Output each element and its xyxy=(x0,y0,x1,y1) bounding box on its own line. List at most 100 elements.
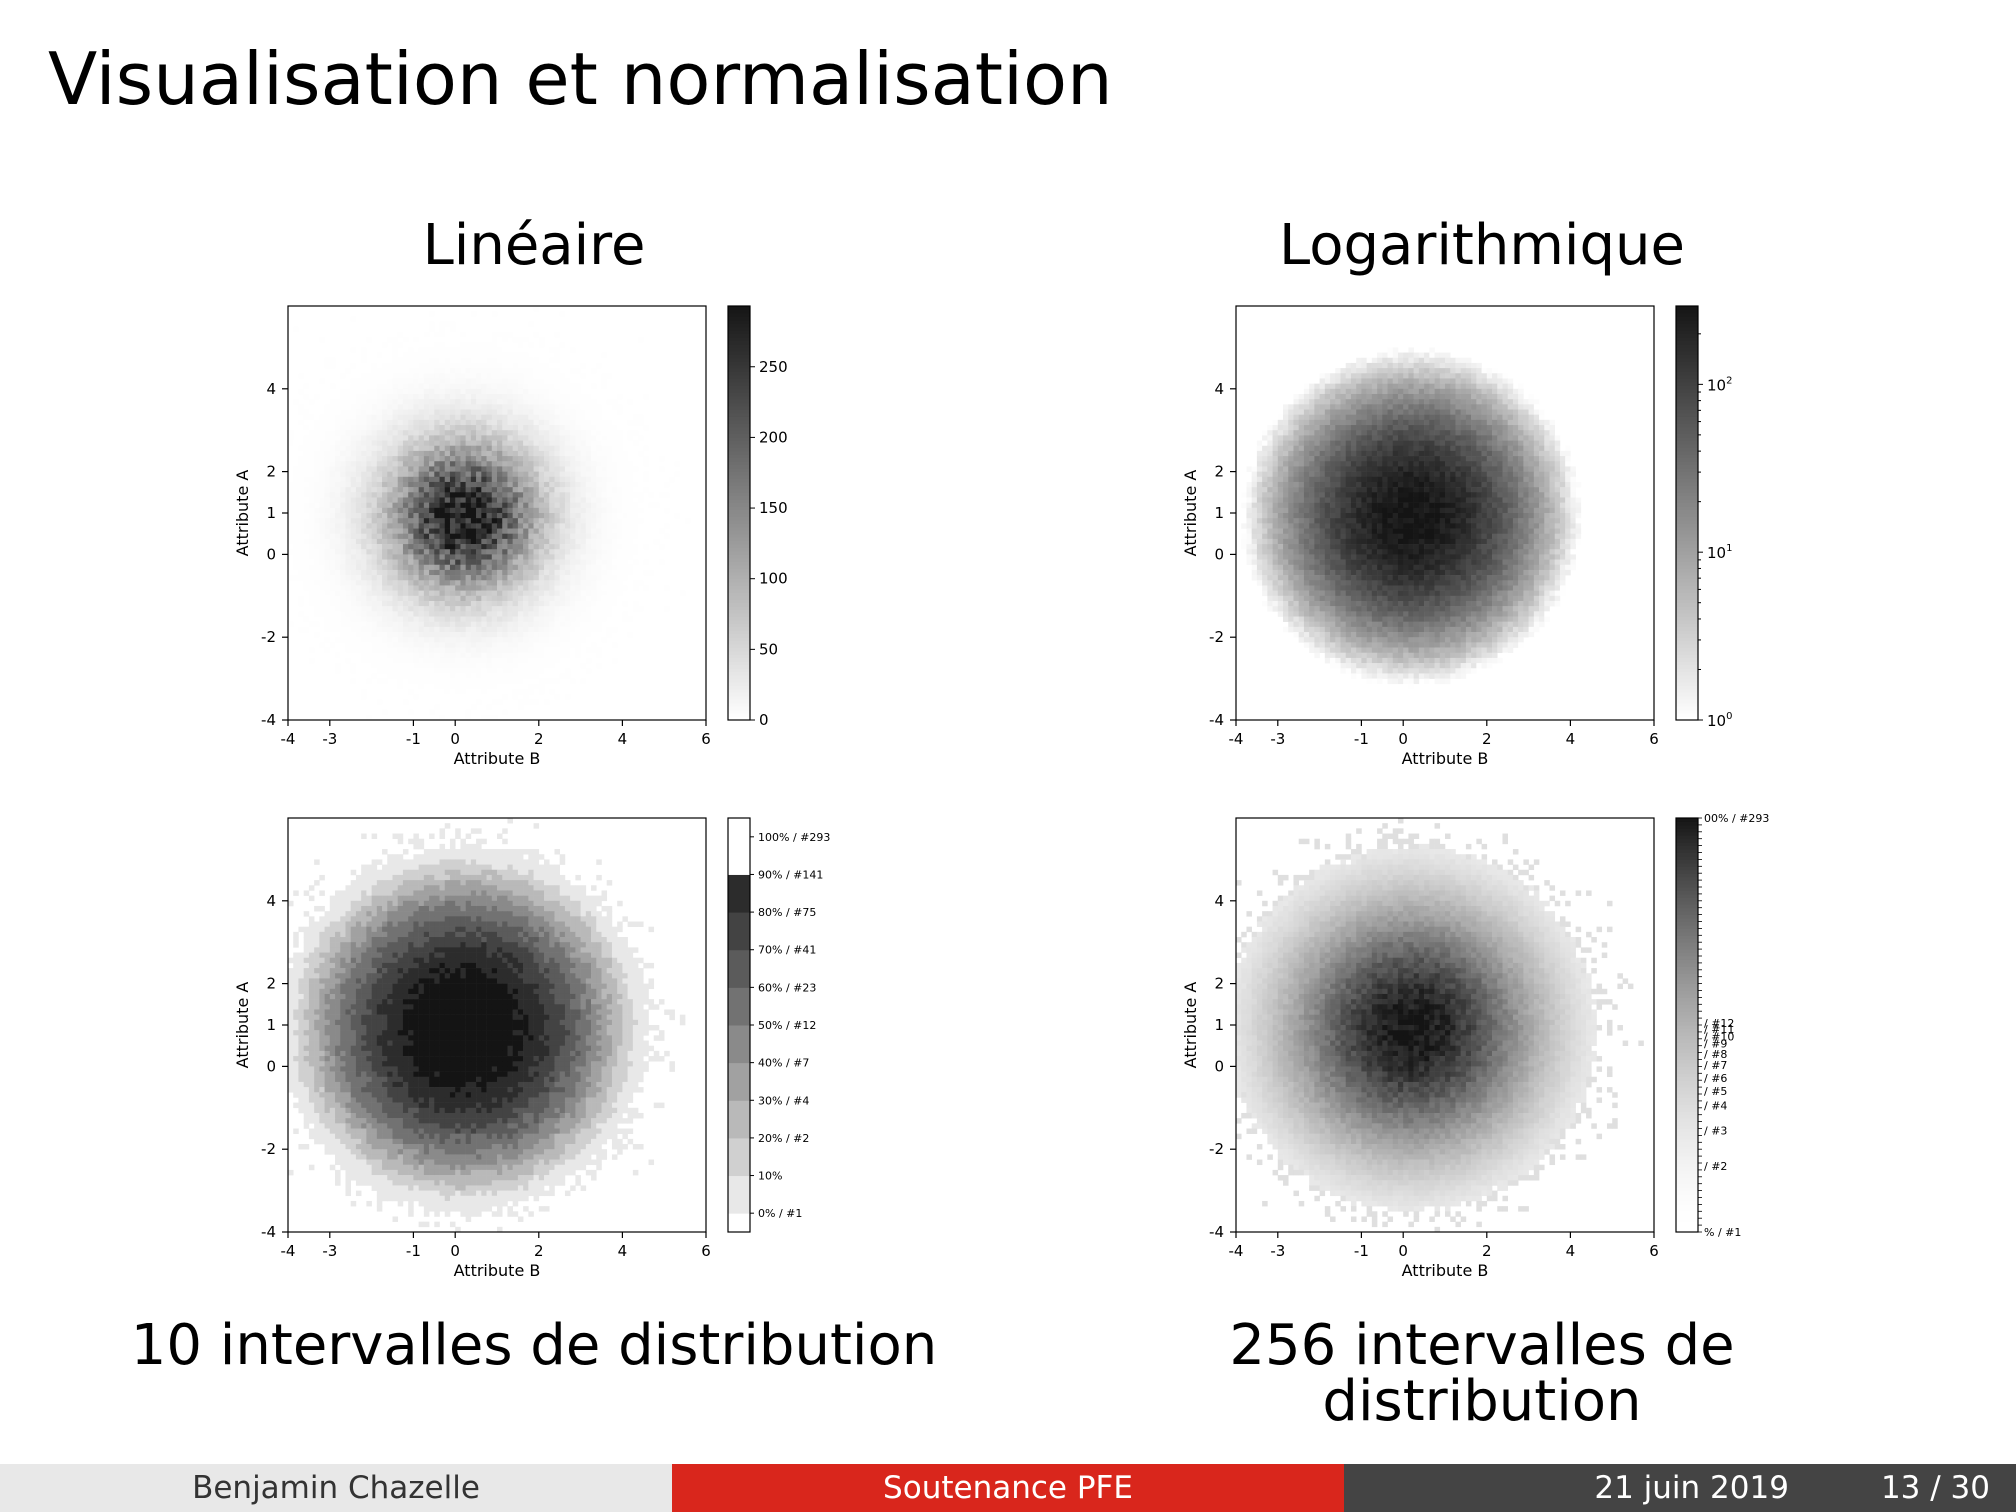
heatmap-cell xyxy=(1277,378,1284,384)
heatmap-cell xyxy=(1476,378,1482,384)
heatmap-cell xyxy=(512,668,519,674)
heatmap-cell xyxy=(580,554,587,560)
heatmap-cell xyxy=(434,694,440,700)
heatmap-cell xyxy=(481,637,487,643)
heatmap-cell xyxy=(392,657,399,664)
heatmap-cell xyxy=(418,694,425,700)
heatmap-cell xyxy=(1429,409,1435,415)
heatmap-cell xyxy=(376,528,383,534)
heatmap-cell xyxy=(335,425,341,431)
heatmap-cell xyxy=(523,673,529,679)
heatmap-cell xyxy=(329,533,336,540)
heatmap-cell xyxy=(1476,404,1482,410)
heatmap-cell xyxy=(1350,362,1357,369)
heatmap-cell xyxy=(554,331,560,338)
heatmap-cell xyxy=(387,383,393,390)
heatmap-cell xyxy=(324,632,331,638)
heatmap-cell xyxy=(408,652,414,659)
heatmap-cell xyxy=(376,476,383,483)
heatmap-cell xyxy=(575,657,581,664)
heatmap-cell xyxy=(512,399,519,405)
heatmap-cell xyxy=(350,440,357,447)
heatmap-cell xyxy=(481,461,487,467)
heatmap-cell xyxy=(596,549,602,555)
heatmap-cell xyxy=(350,409,357,415)
heatmap-cell xyxy=(298,502,304,509)
heatmap-cell xyxy=(491,440,498,447)
heatmap-cell xyxy=(329,487,336,493)
heatmap-cell xyxy=(486,688,493,695)
heatmap-cell xyxy=(361,476,367,483)
colorbar-step xyxy=(728,481,750,486)
heatmap-cell xyxy=(481,368,487,374)
heatmap-cell xyxy=(397,399,404,405)
heatmap-cell xyxy=(350,481,357,488)
heatmap-cell xyxy=(554,466,560,472)
heatmap-cell xyxy=(413,383,419,390)
heatmap-cell xyxy=(418,399,425,405)
heatmap-cell xyxy=(544,357,550,364)
heatmap-cell xyxy=(580,362,587,369)
heatmap-cell xyxy=(366,518,372,524)
heatmap-cell xyxy=(538,575,545,581)
heatmap-cell xyxy=(481,492,487,498)
heatmap-cell xyxy=(371,388,378,395)
heatmap-cell xyxy=(523,585,529,591)
heatmap-cell xyxy=(596,580,602,586)
heatmap-cell xyxy=(444,425,451,431)
heatmap-cell xyxy=(470,311,477,317)
colorbar-step xyxy=(728,616,750,621)
heatmap-cell xyxy=(308,435,315,441)
heatmap-cell xyxy=(449,409,456,415)
heatmap-cell xyxy=(622,554,628,560)
heatmap-cell xyxy=(1434,373,1441,379)
heatmap-cell xyxy=(314,549,320,555)
heatmap-cell xyxy=(580,632,587,638)
heatmap-cell xyxy=(335,533,341,540)
heatmap-cell xyxy=(314,575,320,581)
heatmap-cell xyxy=(413,528,419,534)
heatmap-cell xyxy=(444,688,451,695)
heatmap-cell xyxy=(517,673,524,679)
heatmap-cell xyxy=(455,507,461,514)
heatmap-cell xyxy=(528,663,534,669)
heatmap-cell xyxy=(1377,425,1383,431)
heatmap-cell xyxy=(596,487,602,493)
heatmap-cell xyxy=(549,549,555,555)
heatmap-cell xyxy=(606,409,613,415)
heatmap-cell xyxy=(439,497,446,503)
heatmap-cell xyxy=(554,533,560,540)
heatmap-cell xyxy=(324,440,331,447)
heatmap-cell xyxy=(1298,409,1305,415)
y-axis-label: Attribute A xyxy=(233,470,252,557)
heatmap-cell xyxy=(1356,388,1362,395)
heatmap-cell xyxy=(638,487,644,493)
heatmap-cell xyxy=(554,502,560,509)
heatmap-cell xyxy=(591,435,597,441)
heatmap-cell xyxy=(329,357,336,364)
heatmap-cell xyxy=(517,585,524,591)
heatmap-cell xyxy=(664,523,670,529)
heatmap-cell xyxy=(617,549,623,555)
heatmap-cell xyxy=(1434,362,1441,369)
heatmap-cell xyxy=(366,606,372,612)
heatmap-cell xyxy=(549,585,555,591)
heatmap-cell xyxy=(319,425,325,431)
heatmap-cell xyxy=(392,476,399,483)
heatmap-cell xyxy=(606,611,613,617)
heatmap-cell xyxy=(392,497,399,503)
heatmap-cell xyxy=(611,569,618,576)
heatmap-cell xyxy=(491,342,498,348)
heatmap-cell xyxy=(366,466,372,472)
heatmap-cell xyxy=(439,352,446,359)
heatmap-cell xyxy=(1439,399,1446,405)
heatmap-cell xyxy=(1544,425,1550,431)
heatmap-cell xyxy=(387,450,393,457)
heatmap-cell xyxy=(455,569,461,576)
heatmap-cell xyxy=(460,368,466,374)
heatmap-cell xyxy=(1350,409,1357,415)
heatmap-cell xyxy=(387,362,393,369)
heatmap-cell xyxy=(382,414,388,421)
heatmap-cell xyxy=(486,626,493,633)
heatmap-cell xyxy=(497,502,503,509)
